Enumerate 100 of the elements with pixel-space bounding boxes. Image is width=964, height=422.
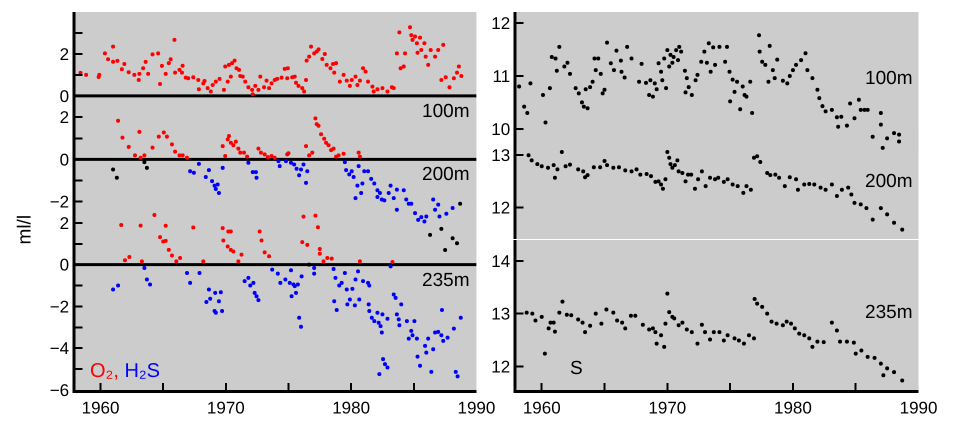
point xyxy=(164,238,168,243)
point xyxy=(307,262,312,267)
point xyxy=(319,132,324,136)
point xyxy=(122,258,127,262)
point xyxy=(150,146,155,150)
point xyxy=(114,176,119,180)
point xyxy=(428,232,432,237)
y-tick-label: −6 xyxy=(50,380,70,400)
point xyxy=(126,144,131,149)
point xyxy=(258,229,262,234)
point xyxy=(228,140,233,145)
point xyxy=(324,140,328,145)
point xyxy=(313,116,318,120)
point xyxy=(142,160,146,164)
point xyxy=(173,150,178,154)
point xyxy=(239,252,244,257)
point xyxy=(137,130,142,134)
annotation: S xyxy=(570,358,583,379)
point xyxy=(221,238,226,242)
y-tick-label: 2 xyxy=(60,44,70,64)
y-tick-label: −2 xyxy=(50,297,70,316)
x-tick-label: 1990 xyxy=(458,398,496,418)
annotation: 200m xyxy=(865,171,913,192)
point xyxy=(458,202,462,206)
point xyxy=(231,143,236,148)
point xyxy=(313,214,318,218)
y-tick-label: 13 xyxy=(491,304,510,324)
point xyxy=(390,260,394,264)
point xyxy=(152,212,156,217)
point xyxy=(236,259,240,264)
point xyxy=(266,155,270,160)
point xyxy=(162,130,166,135)
point xyxy=(220,226,225,230)
point xyxy=(242,150,246,155)
point xyxy=(336,153,341,158)
x-tick-label: 1960 xyxy=(82,398,120,418)
x-tick-label: 1980 xyxy=(774,398,812,418)
point xyxy=(132,153,137,158)
point xyxy=(138,156,143,160)
y-tick-label: 13 xyxy=(491,146,510,166)
point xyxy=(332,146,336,151)
point xyxy=(326,143,331,148)
point xyxy=(120,136,124,140)
point xyxy=(184,156,189,160)
point xyxy=(164,224,168,228)
point xyxy=(305,242,310,247)
x-tick-label: 1970 xyxy=(648,398,686,418)
point xyxy=(322,259,326,264)
x-tick-label: 1970 xyxy=(206,398,245,418)
point xyxy=(267,254,272,258)
point xyxy=(226,137,230,142)
point xyxy=(220,144,225,148)
y-tick-label: 0 xyxy=(60,86,70,106)
point xyxy=(342,152,346,156)
y-tick-label: 12 xyxy=(491,198,510,218)
point xyxy=(231,250,236,254)
x-tick-label: 1980 xyxy=(332,398,370,418)
text: O₂, xyxy=(90,360,119,382)
point xyxy=(234,140,238,144)
point xyxy=(270,154,274,158)
point xyxy=(156,134,161,139)
point xyxy=(356,150,361,155)
x-tick-label: 1960 xyxy=(522,398,561,418)
point xyxy=(158,235,162,240)
point xyxy=(316,225,320,230)
point xyxy=(304,144,308,148)
point xyxy=(201,259,206,264)
point xyxy=(300,240,304,244)
point xyxy=(358,154,362,159)
y-tick-label: −4 xyxy=(50,339,70,358)
point xyxy=(318,252,322,256)
y-tick-label: 14 xyxy=(491,252,510,271)
point xyxy=(262,152,267,156)
y-tick-label: 2 xyxy=(60,108,70,128)
point xyxy=(174,259,178,264)
point xyxy=(238,150,242,155)
y-tick-label: 12 xyxy=(491,14,510,34)
point xyxy=(223,154,228,158)
point xyxy=(450,236,455,240)
point xyxy=(318,247,322,251)
point xyxy=(180,153,185,158)
point xyxy=(322,136,326,141)
point xyxy=(138,224,143,228)
point xyxy=(142,153,146,158)
point xyxy=(178,256,182,260)
point xyxy=(170,142,174,146)
point xyxy=(330,256,334,261)
y-tick-label: 2 xyxy=(60,214,70,233)
point xyxy=(302,214,306,219)
point xyxy=(140,259,144,264)
point xyxy=(358,259,362,264)
point xyxy=(111,168,116,172)
text: H₂S xyxy=(124,360,160,382)
y-tick-label: −2 xyxy=(50,192,70,212)
point xyxy=(307,153,312,158)
point xyxy=(256,146,260,151)
y-axis-title: ml/l xyxy=(14,214,36,245)
point xyxy=(245,154,250,159)
annotation: 235m xyxy=(422,270,470,291)
point xyxy=(443,248,448,252)
